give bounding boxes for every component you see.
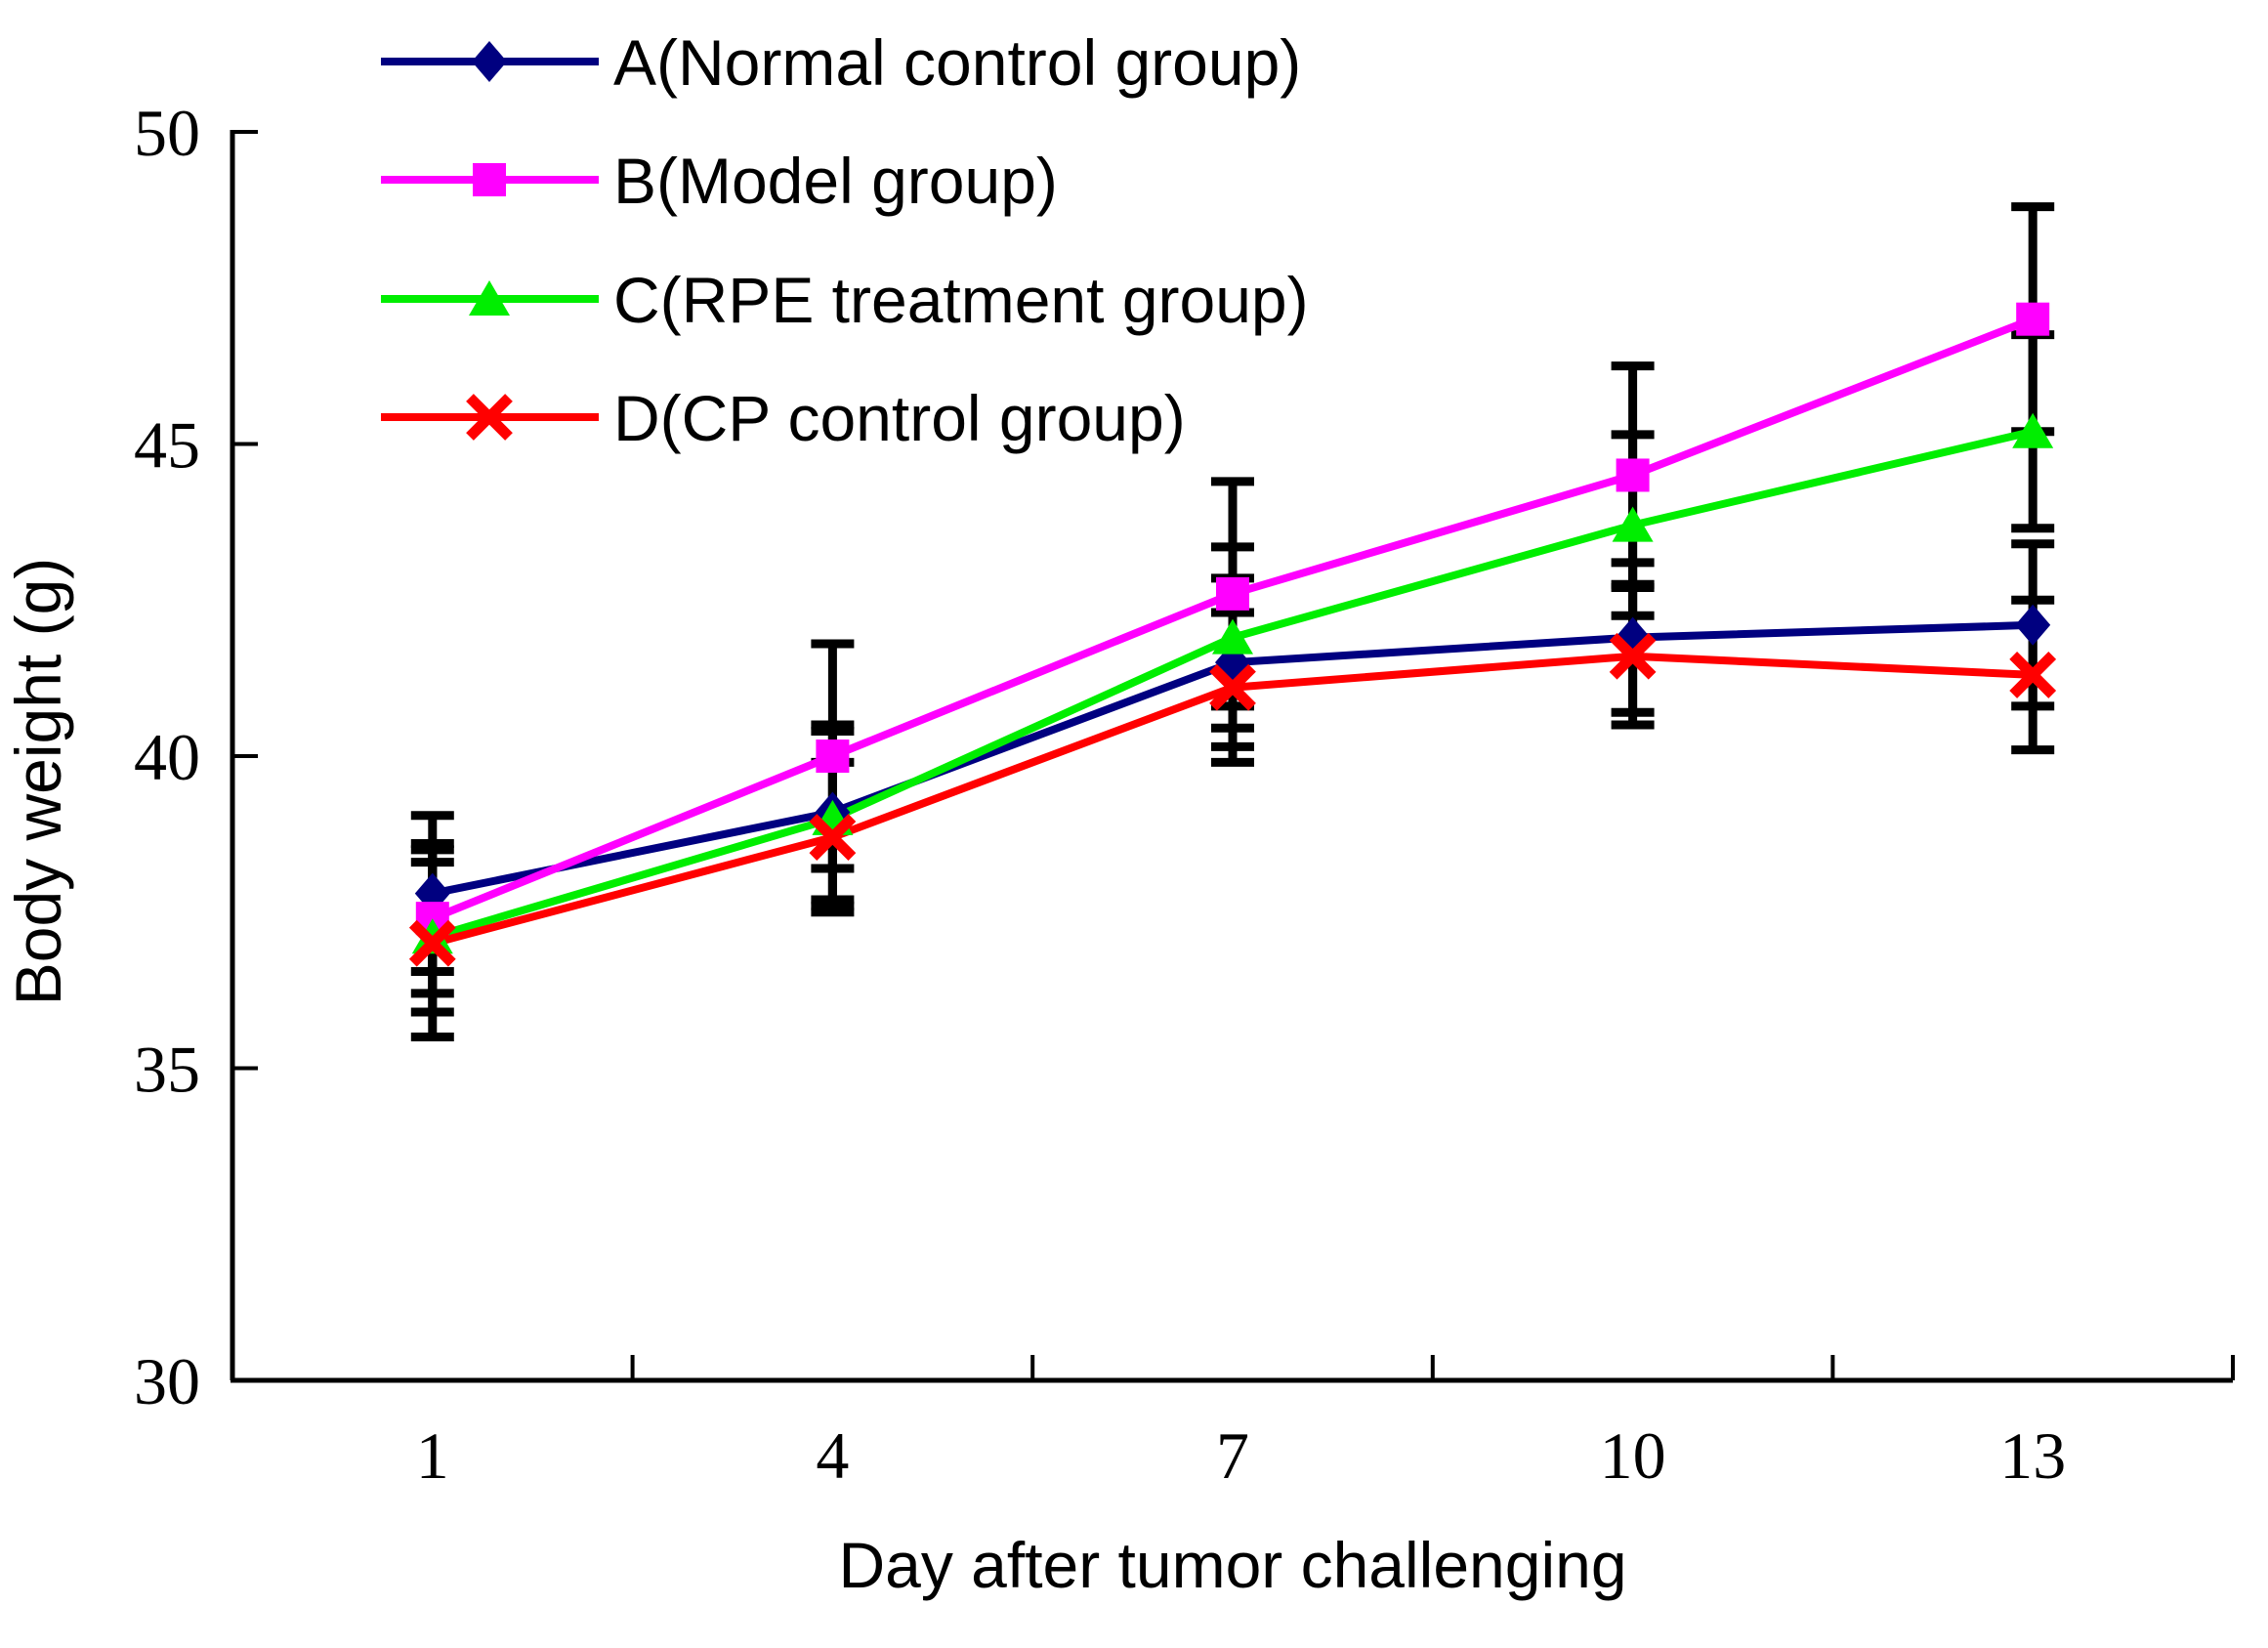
- legend-item-B: B(Model group): [381, 145, 1058, 217]
- legend: A(Normal control group) B(Model group) C(R…: [381, 26, 1309, 454]
- x-axis-title: Day after tumor challenging: [838, 1529, 1626, 1601]
- point-x-marker: [1609, 632, 1657, 680]
- y-tick-label: 30: [134, 1344, 200, 1418]
- point-square-marker: [816, 739, 850, 773]
- point-x-marker: [408, 919, 456, 967]
- x-tick-label: 1: [416, 1418, 449, 1493]
- legend-item-C: C(RPE treatment group): [381, 264, 1309, 336]
- legend-x-marker: [466, 394, 513, 441]
- point-square-marker: [1216, 576, 1249, 611]
- point-triangle-marker: [2012, 412, 2054, 448]
- legend-label: A(Normal control group): [613, 26, 1301, 99]
- x-tick-label: 7: [1216, 1418, 1249, 1493]
- point-square-marker: [1616, 458, 1650, 492]
- legend-label: C(RPE treatment group): [613, 264, 1309, 336]
- legend-item-D: D(CP control group): [381, 382, 1186, 454]
- legend-triangle-marker: [469, 280, 510, 316]
- legend-square-marker: [473, 163, 506, 196]
- point-triangle-marker: [1612, 506, 1654, 542]
- legend-label: B(Model group): [613, 145, 1058, 217]
- point-square-marker: [2016, 302, 2050, 336]
- series-markers-layer: [408, 302, 2057, 967]
- x-tick-label: 13: [1999, 1418, 2066, 1493]
- y-tick-label: 50: [134, 96, 200, 170]
- point-x-marker: [2009, 652, 2057, 698]
- y-axis-title: Body weight (g): [2, 558, 74, 1006]
- point-triangle-marker: [1212, 618, 1253, 655]
- y-tick-label: 35: [134, 1033, 200, 1107]
- x-tick-label: 10: [1600, 1418, 1666, 1493]
- x-ticks-group: 1 4 7 10 13: [416, 1355, 2235, 1493]
- y-tick-label: 45: [134, 408, 200, 483]
- point-x-marker: [809, 814, 857, 861]
- point-x-marker: [1209, 663, 1256, 711]
- legend-label: D(CP control group): [613, 382, 1186, 454]
- y-tick-label: 40: [134, 720, 200, 794]
- point-diamond-marker: [2015, 604, 2051, 646]
- legend-item-A: A(Normal control group): [381, 26, 1301, 99]
- x-tick-label: 4: [816, 1418, 849, 1493]
- legend-diamond-marker: [472, 41, 507, 82]
- y-ticks-group: 30 35 40 45 50: [134, 96, 258, 1418]
